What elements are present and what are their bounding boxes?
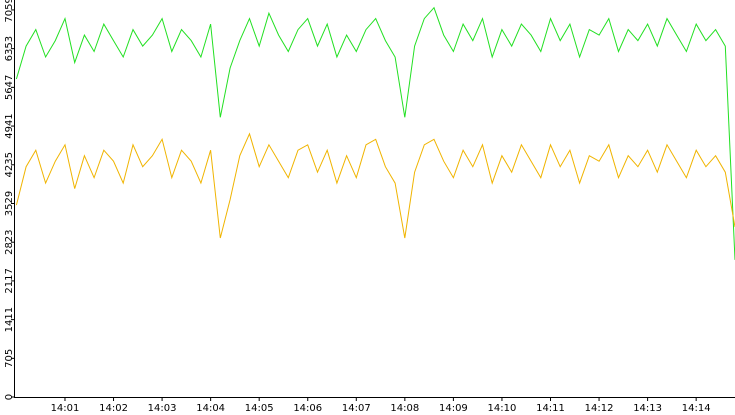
y-tick-label: 4941 [4,113,15,138]
series-line [15,6,735,260]
y-tick-label: 2823 [4,229,15,254]
x-tick-label: 14:07 [342,403,371,414]
x-tick-label: 14:11 [536,403,565,414]
y-tick-label: 7059 [4,0,15,23]
x-tick-label: 14:03 [148,403,177,414]
x-tick-label: 14:06 [293,403,322,414]
x-tick-label: 14:09 [439,403,468,414]
x-tick-label: 14:14 [682,403,711,414]
y-tick-label: 0 [4,394,15,400]
series-line [15,132,735,239]
x-tick-label: 14:08 [390,403,419,414]
x-tick-label: 14:12 [585,403,614,414]
y-tick-label: 3529 [4,191,15,216]
y-tick-label: 6353 [4,36,15,61]
y-tick-label: 705 [4,349,15,368]
y-tick-label: 5647 [4,75,15,100]
x-tick-label: 14:02 [99,403,128,414]
y-tick-label: 2117 [4,268,15,293]
x-tick-label: 14:10 [488,403,517,414]
x-tick-label: 14:05 [245,403,274,414]
y-tick-label: 1411 [4,307,15,332]
x-tick-label: 14:04 [196,403,225,414]
x-tick-label: 14:13 [633,403,662,414]
y-tick-label: 4235 [4,152,15,177]
x-tick-label: 14:01 [51,403,80,414]
